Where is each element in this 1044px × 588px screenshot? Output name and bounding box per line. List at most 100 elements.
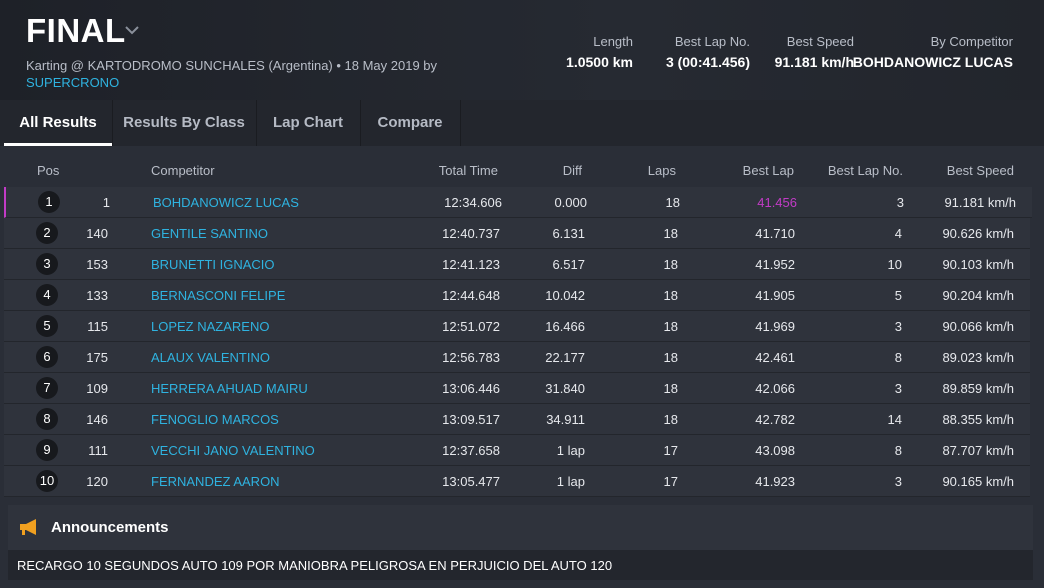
kart-number: 109 — [86, 381, 108, 396]
best-speed: 89.859 km/h — [942, 381, 1014, 396]
diff: 34.911 — [546, 412, 585, 427]
kart-number: 175 — [86, 350, 108, 365]
best-lap: 41.923 — [755, 474, 795, 489]
position-badge: 8 — [36, 408, 58, 430]
dropdown-chevron[interactable] — [124, 24, 140, 36]
competitor-name[interactable]: BOHDANOWICZ LUCAS — [153, 195, 299, 210]
diff: 16.466 — [545, 319, 585, 334]
best-speed: 90.626 km/h — [942, 226, 1014, 241]
best-lap-no: 8 — [894, 443, 902, 458]
diff: 0.000 — [554, 195, 587, 210]
total-time: 12:44.648 — [442, 288, 500, 303]
total-time: 12:56.783 — [442, 350, 500, 365]
result-row[interactable]: 8 146 FENOGLIO MARCOS 13:09.517 34.911 18 42.7… — [4, 404, 1030, 435]
column-header: Best Speed — [946, 163, 1014, 178]
column-header: Competitor — [151, 163, 215, 178]
announcements-header: Announcements — [8, 505, 1033, 550]
result-row[interactable]: 9 111 VECCHI JANO VALENTINO 12:37.658 1 lap 1… — [4, 435, 1030, 466]
position-badge: 9 — [36, 439, 58, 461]
competitor-name[interactable]: LOPEZ NAZARENO — [151, 319, 270, 334]
diff: 10.042 — [545, 288, 585, 303]
column-header: Best Lap No. — [827, 163, 903, 178]
best-lap: 42.782 — [755, 412, 795, 427]
tab[interactable]: Lap Chart — [256, 100, 361, 146]
best-lap: 41.456 — [757, 195, 797, 210]
result-row[interactable]: 10 120 FERNANDEZ AARON 13:05.477 1 lap 17 41.9… — [4, 466, 1030, 497]
stat-label: Length — [593, 34, 633, 49]
total-time: 12:40.737 — [442, 226, 500, 241]
best-lap: 42.066 — [755, 381, 795, 396]
total-time: 13:05.477 — [442, 474, 500, 489]
competitor-name[interactable]: FENOGLIO MARCOS — [151, 412, 279, 427]
tab-bar: All Results Results By Class Lap Chart Comp… — [0, 100, 1044, 146]
laps: 18 — [663, 226, 678, 241]
best-lap-no: 14 — [887, 412, 902, 427]
best-lap: 41.969 — [755, 319, 795, 334]
position-badge: 1 — [38, 191, 60, 213]
competitor-name[interactable]: VECCHI JANO VALENTINO — [151, 443, 315, 458]
megaphone-icon — [20, 519, 36, 535]
diff: 31.840 — [545, 381, 585, 396]
kart-number: 140 — [86, 226, 108, 241]
position-badge: 2 — [36, 222, 58, 244]
result-row[interactable]: 7 109 HERRERA AHUAD MAIRU 13:06.446 31.840 18… — [4, 373, 1030, 404]
stat-label: Best Speed — [786, 34, 854, 49]
column-header: Total Time — [438, 163, 498, 178]
laps: 18 — [663, 288, 678, 303]
best-lap-no: 3 — [894, 319, 902, 334]
kart-number: 111 — [88, 443, 108, 458]
kart-number: 153 — [86, 257, 108, 272]
kart-number: 146 — [86, 412, 108, 427]
result-row[interactable]: 3 153 BRUNETTI IGNACIO 12:41.123 6.517 18 41.9… — [4, 249, 1030, 280]
laps: 18 — [663, 350, 678, 365]
best-speed: 90.066 km/h — [942, 319, 1014, 334]
best-lap: 41.905 — [755, 288, 795, 303]
header: FINAL Karting @ KARTODROMO SUNCHALES (Ar… — [0, 0, 1044, 100]
total-time: 12:41.123 — [442, 257, 500, 272]
best-speed: 88.355 km/h — [942, 412, 1014, 427]
competitor-name[interactable]: ALAUX VALENTINO — [151, 350, 270, 365]
kart-number: 120 — [86, 474, 108, 489]
position-badge: 6 — [36, 346, 58, 368]
competitor-name[interactable]: BRUNETTI IGNACIO — [151, 257, 275, 272]
event-title: FINAL — [26, 12, 126, 49]
stat-label: By Competitor — [930, 34, 1013, 49]
organizer-link[interactable]: SUPERCRONO — [26, 75, 120, 90]
total-time: 12:37.658 — [442, 443, 500, 458]
competitor-name[interactable]: FERNANDEZ AARON — [151, 474, 280, 489]
result-row[interactable]: 4 133 BERNASCONI FELIPE 12:44.648 10.042 18 41… — [4, 280, 1030, 311]
column-header: Laps — [647, 163, 676, 178]
tab[interactable]: Compare — [360, 100, 461, 146]
best-lap: 41.952 — [755, 257, 795, 272]
result-row[interactable]: 1 1 BOHDANOWICZ LUCAS 12:34.606 0.000 18 41.45… — [4, 187, 1032, 218]
best-lap-no: 3 — [894, 474, 902, 489]
position-badge: 7 — [36, 377, 58, 399]
competitor-name[interactable]: HERRERA AHUAD MAIRU — [151, 381, 308, 396]
tab[interactable]: All Results — [4, 100, 113, 146]
best-speed: 90.165 km/h — [942, 474, 1014, 489]
diff: 1 lap — [556, 474, 585, 489]
laps: 17 — [663, 443, 678, 458]
laps: 18 — [663, 257, 678, 272]
competitor-name[interactable]: GENTILE SANTINO — [151, 226, 269, 241]
best-lap: 43.098 — [755, 443, 795, 458]
column-header: Pos — [37, 163, 60, 178]
tab[interactable]: Results By Class — [112, 100, 257, 146]
result-row[interactable]: 6 175 ALAUX VALENTINO 12:56.783 22.177 18 42.4… — [4, 342, 1030, 373]
best-lap-no: 8 — [894, 350, 902, 365]
kart-number: 133 — [86, 288, 108, 303]
competitor-name[interactable]: BERNASCONI FELIPE — [151, 288, 286, 303]
stat-label: Best Lap No. — [674, 34, 750, 49]
event-subtitle: Karting @ KARTODROMO SUNCHALES (Argentin… — [26, 58, 438, 73]
position-badge: 3 — [36, 253, 58, 275]
stat-value: 3 (00:41.456) — [665, 54, 750, 70]
laps: 18 — [663, 381, 678, 396]
diff: 22.177 — [545, 350, 585, 365]
result-row[interactable]: 5 115 LOPEZ NAZARENO 12:51.072 16.466 18 41.96… — [4, 311, 1030, 342]
column-header: Best Lap — [742, 163, 794, 178]
result-row[interactable]: 2 140 GENTILE SANTINO 12:40.737 6.131 18 41.71… — [4, 218, 1030, 249]
best-speed: 87.707 km/h — [942, 443, 1014, 458]
total-time: 13:09.517 — [442, 412, 500, 427]
kart-number: 115 — [87, 319, 108, 334]
